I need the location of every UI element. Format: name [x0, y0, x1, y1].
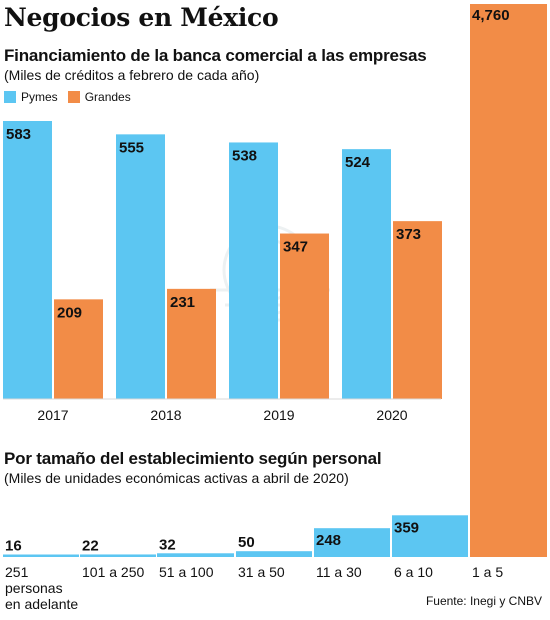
legend-swatch-pymes — [4, 91, 16, 103]
chart2-title: Por tamaño del establecimiento según per… — [4, 449, 382, 468]
x-tick-label-size-4: 11 a 30 — [316, 564, 362, 580]
bar-size-2 — [157, 553, 234, 557]
bar-pymes-2019 — [229, 142, 278, 399]
bar-label-size-0: 16 — [5, 538, 22, 555]
bar-label-pymes-2017: 583 — [6, 126, 31, 143]
bar-pymes-2020 — [342, 149, 391, 399]
x-tick-label-2020: 2020 — [376, 407, 407, 423]
legend-swatch-grandes — [67, 91, 80, 103]
x-tick-label-size-2: 51 a 100 — [159, 564, 214, 580]
x-tick-label-size-6: 1 a 5 — [472, 564, 503, 580]
bar-label-size-6: 4,760 — [472, 7, 510, 24]
legend-label-grandes: Grandes — [84, 90, 131, 104]
bar-size-5 — [392, 515, 468, 557]
bar-label-grandes-2017: 209 — [57, 304, 82, 321]
bar-label-pymes-2020: 524 — [345, 154, 371, 171]
bar-pymes-2017 — [3, 121, 52, 399]
bar-label-grandes-2020: 373 — [396, 226, 421, 243]
page-title: Negocios en México — [4, 3, 279, 32]
bar-pymes-2018 — [116, 134, 165, 399]
bar-label-size-3: 50 — [238, 534, 255, 551]
bar-label-pymes-2018: 555 — [119, 139, 144, 156]
bar-label-size-5: 359 — [394, 519, 419, 536]
legend-item-pymes: Pymes — [4, 90, 58, 104]
bar-label-pymes-2019: 538 — [232, 147, 257, 164]
x-tick-label-2018: 2018 — [150, 407, 181, 423]
bar-label-grandes-2018: 231 — [170, 294, 195, 311]
bar-grandes-2020 — [393, 221, 442, 399]
x-tick-label-size-1: 101 a 250 — [82, 564, 144, 580]
legend-item-grandes: Grandes — [67, 90, 131, 104]
x-tick-label-size-5: 6 a 10 — [394, 564, 433, 580]
bar-label-size-4: 248 — [316, 532, 341, 549]
bar-size-1 — [80, 554, 156, 557]
bar-grandes-2018 — [167, 288, 216, 399]
bar-grandes-2019 — [280, 233, 329, 399]
chart1-subtitle: (Miles de créditos a febrero de cada año… — [4, 67, 260, 83]
x-tick-label-2019: 2019 — [263, 407, 294, 423]
source-note: Fuente: Inegi y CNBV — [425, 594, 542, 608]
bar-size-0 — [3, 554, 79, 557]
bar-size-6 — [470, 4, 547, 557]
legend-label-pymes: Pymes — [21, 90, 58, 104]
x-tick-label-size-0: 251 personas en adelante — [5, 564, 78, 612]
bar-size-4 — [314, 528, 390, 557]
chart1-legend: Pymes Grandes — [4, 90, 141, 104]
bar-size-3 — [236, 551, 312, 557]
chart1-title: Financiamiento de la banca comercial a l… — [4, 46, 427, 65]
bar-label-size-1: 22 — [82, 537, 99, 554]
x-tick-label-2017: 2017 — [37, 407, 68, 423]
x-tick-label-size-3: 31 a 50 — [238, 564, 285, 580]
chart2-subtitle: (Miles de unidades económicas activas a … — [4, 470, 349, 486]
bar-grandes-2017 — [54, 299, 103, 399]
bar-label-size-2: 32 — [159, 536, 176, 553]
bar-label-grandes-2019: 347 — [283, 239, 308, 256]
